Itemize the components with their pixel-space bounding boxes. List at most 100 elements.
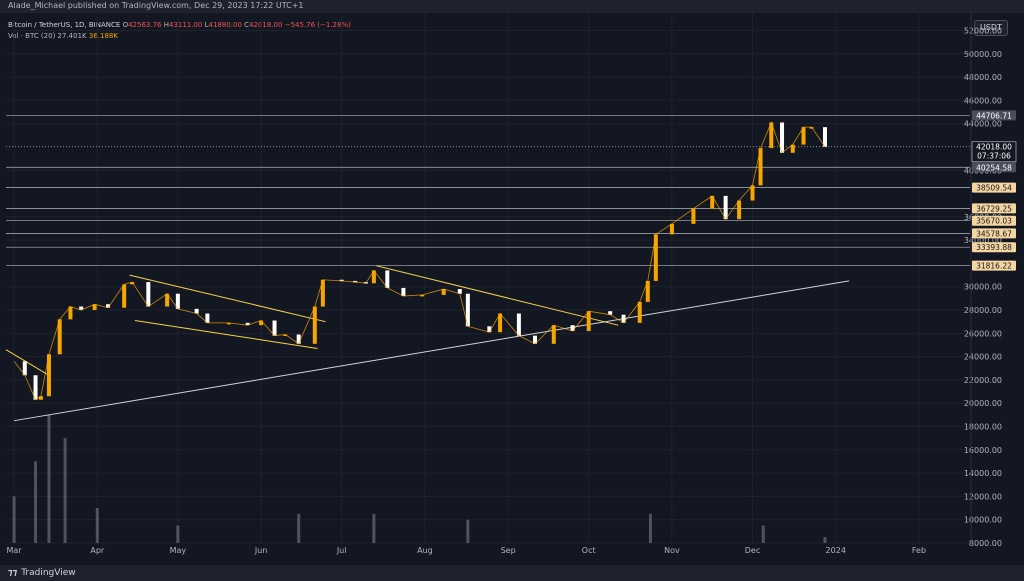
trendline	[376, 265, 619, 326]
price-candle	[165, 293, 170, 307]
price-candle	[809, 127, 814, 129]
y-tick-label: 8000.00	[969, 539, 1002, 548]
price-candle	[441, 289, 446, 295]
level-label-bg	[972, 110, 1016, 121]
y-tick-label: 22000.00	[964, 376, 1002, 385]
volume-label[interactable]: Vol · BTC (20)	[8, 32, 56, 40]
level-label: 35670.03	[976, 217, 1012, 226]
price-candle	[259, 320, 264, 326]
x-tick-label: Nov	[664, 546, 680, 555]
x-tick-label: Dec	[745, 546, 760, 555]
price-candle	[498, 313, 503, 333]
level-label: 44706.71	[976, 111, 1012, 120]
price-candle	[653, 234, 658, 281]
price-candle	[371, 270, 376, 284]
price-candle	[272, 320, 277, 336]
last-price-box	[971, 141, 1017, 163]
volume-bar	[372, 513, 376, 543]
price-chart[interactable]: 8000.00 10000.00 12000.00 14000.00 16000.00 1…	[0, 13, 1024, 565]
y-tick-label: 14000.00	[964, 469, 1002, 478]
change-value: −545.76 (−1.28%)	[284, 21, 351, 29]
price-candle	[621, 314, 626, 323]
countdown-label: 07:37:06	[977, 152, 1011, 161]
volume-bar	[823, 537, 827, 543]
price-candle	[312, 306, 317, 344]
price-candle	[822, 127, 827, 147]
price-candle	[106, 304, 111, 308]
y-tick-label: 20000.00	[964, 399, 1002, 408]
price-candle	[38, 396, 43, 400]
level-label: 33393.88	[976, 243, 1012, 252]
price-candle	[385, 270, 390, 288]
y-tick-label: 18000.00	[964, 423, 1002, 432]
trendline	[129, 274, 326, 323]
volume-legend: Vol · BTC (20) 27.401K 36.188K	[8, 32, 118, 40]
price-candle	[723, 195, 728, 220]
price-line	[13, 121, 826, 401]
x-tick-label: Jun	[254, 546, 268, 555]
x-tick-label: Aug	[417, 546, 433, 555]
price-candle	[92, 304, 97, 311]
level-label: 36729.25	[976, 204, 1012, 213]
price-candle	[79, 306, 84, 311]
price-candle	[465, 293, 470, 327]
price-candle	[608, 311, 613, 315]
price-candle	[205, 313, 210, 323]
tradingview-mark-icon: ⁊⁊	[8, 568, 18, 578]
footer: ⁊⁊ TradingView	[0, 565, 1024, 581]
level-label-bg	[972, 203, 1016, 214]
brand-name: TradingView	[21, 568, 76, 578]
price-candle	[710, 195, 715, 209]
y-tick-label: 16000.00	[964, 446, 1002, 455]
volume-value: 27.401K	[57, 32, 87, 40]
level-label-bg	[972, 215, 1016, 226]
symbol-title[interactable]: Bitcoin / TetherUS, 1D, BINANCE	[8, 21, 121, 29]
price-candle	[130, 282, 135, 285]
volume-bar	[648, 513, 652, 543]
price-candle	[339, 279, 344, 282]
trendline	[134, 320, 318, 349]
volume-bar	[47, 414, 51, 543]
price-candle	[320, 279, 325, 307]
price-candle	[122, 284, 127, 308]
y-tick-label: 52000.00	[964, 26, 1002, 35]
currency-button[interactable]: USDT	[974, 20, 1008, 36]
x-tick-label: May	[170, 546, 187, 555]
level-label: 31816.22	[976, 262, 1012, 271]
trendline	[5, 349, 50, 376]
y-tick-label: 10000.00	[964, 516, 1002, 525]
level-label: 38509.54	[976, 184, 1012, 193]
x-tick-label: Oct	[582, 546, 596, 555]
price-candle	[353, 280, 358, 283]
price-candle	[790, 144, 795, 153]
price-candle	[750, 185, 755, 201]
level-label: 40254.58	[976, 163, 1012, 172]
price-candle	[551, 325, 556, 344]
price-candle	[420, 294, 425, 297]
volume-bar	[34, 461, 38, 543]
volume-bar	[12, 496, 16, 543]
x-tick-label: Mar	[7, 546, 23, 555]
price-candle	[645, 280, 650, 302]
volume-ma-value: 36.188K	[88, 32, 118, 40]
y-tick-label: 34000.00	[964, 236, 1002, 245]
price-candle	[516, 313, 521, 336]
price-candle	[175, 293, 180, 309]
level-label-bg	[972, 242, 1016, 253]
price-candle	[737, 200, 742, 220]
price-candle	[401, 287, 406, 297]
volume-bar	[761, 525, 765, 543]
publish-header: Alade_Michael published on TradingView.c…	[0, 0, 1024, 13]
y-tick-label: 12000.00	[964, 492, 1002, 501]
price-candle	[283, 334, 288, 336]
y-tick-label: 50000.00	[964, 50, 1002, 59]
volume-bar	[297, 513, 301, 543]
price-candle	[226, 322, 231, 325]
y-tick-label: 44000.00	[964, 120, 1002, 129]
price-candle	[669, 223, 674, 235]
tradingview-logo: ⁊⁊ TradingView	[8, 568, 76, 578]
level-label: 34578.67	[976, 229, 1012, 238]
price-candle	[637, 301, 642, 323]
volume-bar	[63, 438, 67, 543]
price-candle	[68, 306, 73, 320]
